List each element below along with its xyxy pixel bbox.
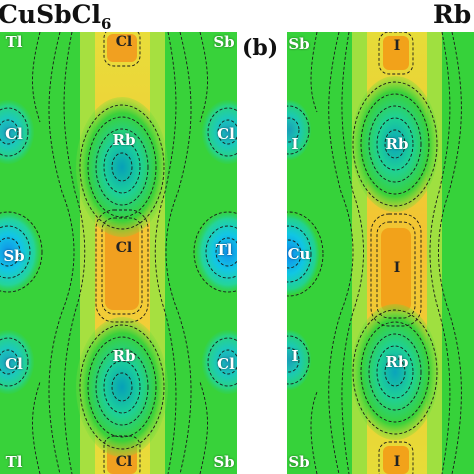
atom-label: Cu	[287, 245, 311, 263]
atom-label: Cl	[5, 125, 23, 143]
atom-label: Tl	[5, 453, 23, 471]
atom-label: I	[291, 347, 299, 365]
atom-label: Cl	[115, 454, 133, 470]
panel-b-title: Rb	[433, 0, 472, 29]
atom-label: Rb	[385, 135, 409, 153]
atom-label: Rb	[112, 131, 136, 149]
atom-label: Cl	[217, 355, 235, 373]
atom-label: Sb	[3, 247, 25, 265]
atom-label: Tl	[5, 33, 23, 51]
atom-label: I	[393, 38, 401, 54]
panel-b-label: (b)	[242, 35, 279, 61]
atom-label: Cl	[115, 240, 133, 256]
atom-label: Rb	[112, 347, 136, 365]
atom-label: Tl	[215, 241, 233, 259]
panel-a-title: CuSbCl6	[0, 0, 112, 33]
atom-label: I	[291, 135, 299, 153]
panel-a-svg	[0, 32, 237, 474]
atom-label: Sb	[213, 453, 235, 471]
panel-b-svg	[287, 32, 474, 474]
panel-a-contour-map: Tl Cl Sb Cl Rb Cl Sb Cl Tl Cl Rb Cl Tl C…	[0, 32, 237, 474]
atom-label: I	[393, 454, 401, 470]
atom-label: Sb	[288, 453, 310, 471]
atom-label: Cl	[5, 355, 23, 373]
panel-b-contour-map: Sb I I Rb Cu I I Rb Sb I	[287, 32, 474, 474]
atom-label: Rb	[385, 353, 409, 371]
atom-label: Sb	[213, 33, 235, 51]
atom-label: I	[393, 260, 401, 276]
atom-label: Cl	[217, 125, 235, 143]
atom-label: Sb	[288, 35, 310, 53]
atom-label: Cl	[115, 34, 133, 50]
